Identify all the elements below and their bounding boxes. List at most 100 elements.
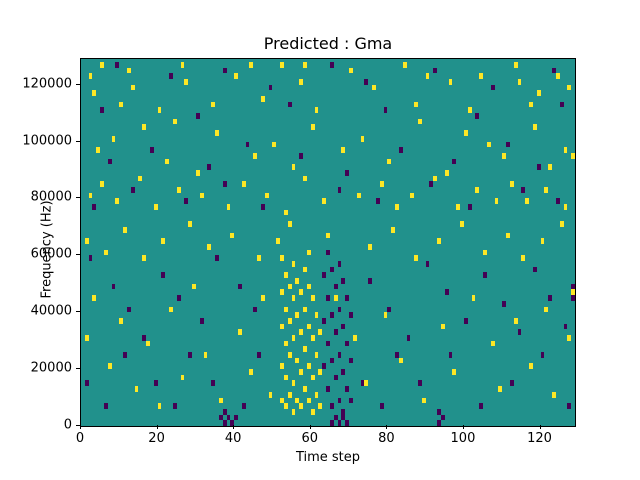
heatmap-cell-high — [126, 67, 131, 74]
heatmap-cell-high — [184, 78, 189, 85]
heatmap-cell-low — [368, 278, 373, 284]
heatmap-cell-high — [521, 255, 526, 261]
heatmap-cell-low — [364, 78, 369, 85]
heatmap-cell-high — [498, 386, 503, 392]
heatmap-cell-high — [280, 289, 284, 296]
heatmap-cell-high — [433, 175, 438, 182]
heatmap-cell-low — [425, 261, 430, 267]
x-tick-label: 0 — [75, 431, 85, 446]
heatmap-cell-high — [287, 352, 292, 358]
heatmap-cell-high — [268, 391, 273, 398]
heatmap-cell-high — [276, 238, 281, 244]
heatmap-cell-high — [291, 408, 296, 415]
heatmap-cell-high — [280, 61, 284, 68]
heatmap-cell-high — [153, 204, 158, 210]
heatmap-cell-high — [107, 363, 112, 370]
heatmap-cell-high — [161, 238, 166, 244]
heatmap-cell-low — [268, 84, 273, 91]
heatmap-cell-high — [402, 61, 407, 68]
heatmap-cell-low — [326, 386, 330, 392]
heatmap-cell-high — [92, 295, 97, 301]
heatmap-cell-high — [287, 391, 292, 398]
heatmap-cell-high — [172, 118, 177, 125]
heatmap-cell-low — [333, 414, 338, 421]
heatmap-cell-low — [207, 164, 212, 170]
heatmap-cell-high — [100, 61, 104, 68]
heatmap-cell-high — [123, 226, 127, 233]
heatmap-cell-low — [490, 84, 495, 91]
heatmap-cell-high — [119, 317, 124, 324]
y-tick-label: 100000 — [22, 133, 72, 148]
heatmap-cell-high — [421, 397, 426, 404]
heatmap-cell-high — [555, 73, 560, 79]
heatmap-cell-high — [88, 192, 93, 199]
heatmap-cell-low — [349, 312, 353, 318]
heatmap-cell-high — [544, 187, 549, 193]
heatmap-cell-low — [448, 352, 453, 358]
heatmap-cell-high — [199, 192, 204, 199]
heatmap-cell-low — [406, 334, 411, 341]
heatmap-cell-high — [249, 61, 254, 68]
heatmap-cell-low — [548, 295, 553, 301]
heatmap-cell-high — [310, 124, 315, 131]
y-tick-label: 20000 — [30, 360, 72, 376]
heatmap-cell-high — [241, 181, 246, 188]
heatmap-cell-high — [483, 249, 487, 256]
heatmap-cell-low — [329, 266, 334, 273]
heatmap-cell-low — [142, 334, 147, 341]
heatmap-cell-high — [299, 78, 304, 85]
heatmap-cell-high — [318, 329, 323, 335]
heatmap-cell-high — [100, 181, 104, 188]
heatmap-cell-high — [314, 107, 319, 114]
heatmap-cell-high — [157, 107, 162, 114]
y-tick-mark — [76, 254, 80, 256]
heatmap-cell-high — [494, 198, 499, 205]
heatmap-cell-high — [287, 283, 292, 290]
heatmap-cell-high — [283, 340, 288, 347]
heatmap-cell-high — [318, 369, 323, 375]
heatmap-cell-high — [310, 334, 315, 341]
y-tick-mark — [76, 425, 80, 426]
heatmap-cell-low — [395, 352, 399, 358]
heatmap-cell-high — [372, 84, 376, 91]
x-tick-mark — [80, 425, 81, 429]
heatmap-cell-high — [291, 295, 296, 301]
heatmap-cell-high — [463, 130, 468, 136]
heatmap-cell-low — [345, 340, 350, 347]
heatmap-cell-low — [571, 283, 575, 290]
heatmap-cell-high — [322, 198, 327, 205]
heatmap-cell-high — [226, 204, 231, 210]
heatmap-cell-low — [341, 323, 346, 330]
heatmap-cell-low — [326, 340, 330, 347]
heatmap-cell-low — [126, 306, 131, 313]
heatmap-cell-high — [314, 352, 319, 358]
heatmap-cell-low — [222, 181, 227, 188]
heatmap-cell-high — [287, 317, 292, 324]
heatmap-cell-low — [437, 408, 441, 415]
heatmap-cell-high — [303, 306, 307, 313]
heatmap-cell-high — [299, 289, 304, 296]
heatmap-cell-low — [84, 380, 89, 387]
heatmap-cell-high — [291, 261, 296, 267]
heatmap-cell-high — [207, 243, 212, 250]
heatmap-cell-low — [222, 408, 227, 415]
y-tick-mark — [76, 197, 80, 199]
heatmap-cell-low — [188, 352, 193, 358]
heatmap-cell-high — [571, 289, 575, 296]
heatmap-cell-high — [203, 352, 208, 358]
heatmap-cell-high — [84, 238, 89, 244]
heatmap-cell-low — [184, 198, 189, 205]
heatmap-cell-high — [486, 141, 491, 148]
heatmap-cell-high — [211, 101, 216, 108]
heatmap-cell-low — [536, 164, 541, 170]
y-tick-mark — [76, 368, 80, 370]
heatmap-cell-high — [310, 408, 315, 415]
heatmap-cell-low — [517, 329, 522, 335]
heatmap-cell-high — [460, 221, 464, 227]
x-tick-mark — [462, 425, 464, 429]
heatmap-cell-low — [238, 283, 242, 290]
heatmap-cell-high — [303, 175, 307, 182]
heatmap-cell-high — [142, 124, 147, 131]
heatmap-cell-high — [287, 221, 292, 227]
heatmap-cell-high — [303, 346, 307, 353]
